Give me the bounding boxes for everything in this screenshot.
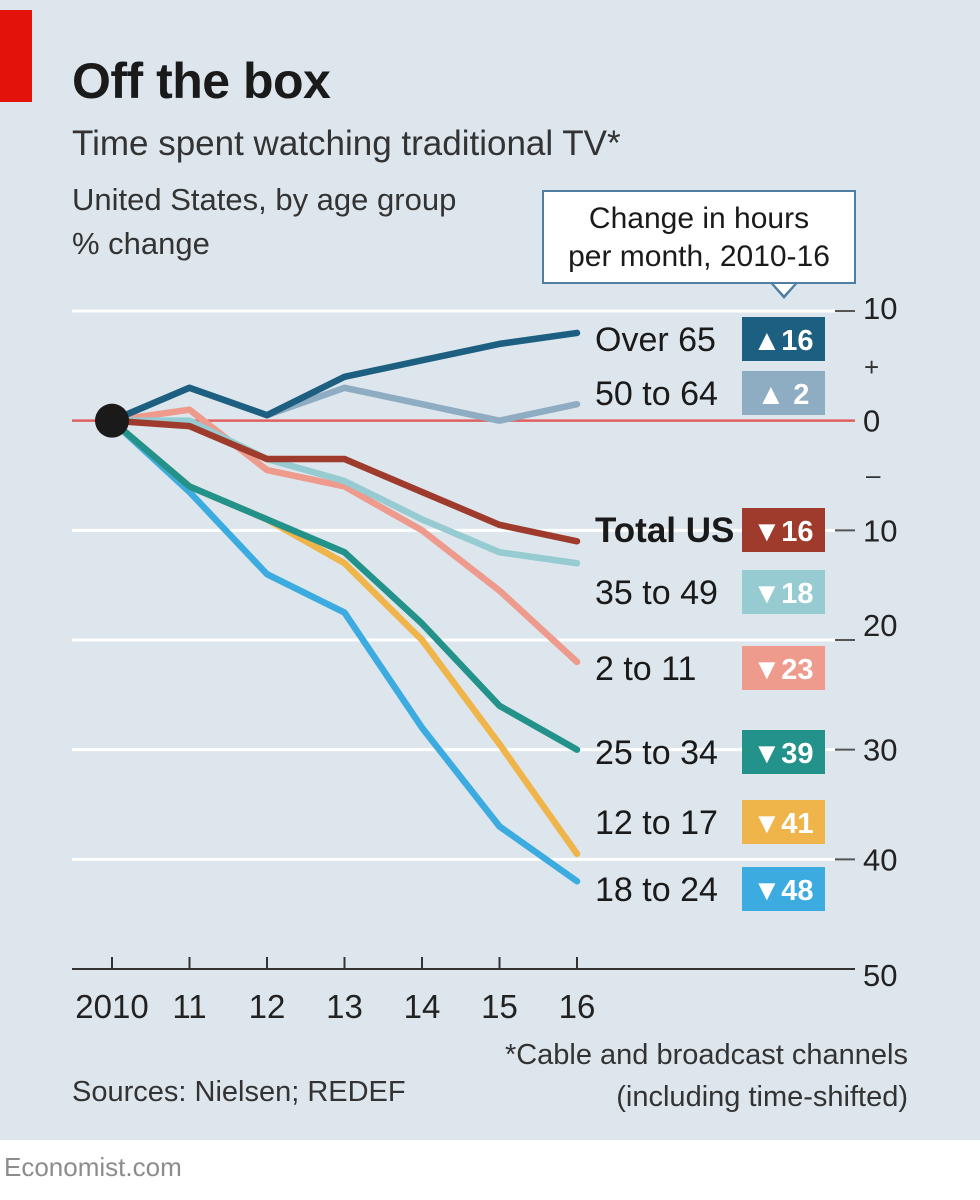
- negative-sign-label: –: [866, 460, 881, 490]
- y-tick-label: 50: [863, 958, 897, 993]
- series-label: 2 to 11: [595, 650, 696, 688]
- change-badge: [742, 371, 825, 415]
- x-tick-label: 14: [404, 988, 441, 1025]
- callout-line-2: per month, 2010-16: [568, 240, 830, 273]
- source-note: Sources: Nielsen; REDEF: [72, 1076, 406, 1108]
- series-line: [108, 417, 581, 753]
- change-badge: [742, 800, 825, 844]
- chart-subtitle: Time spent watching traditional TV*: [72, 124, 621, 163]
- red-accent-bar: [0, 10, 32, 102]
- x-tick-label: 16: [559, 988, 596, 1025]
- series-label: 12 to 17: [595, 804, 718, 842]
- series-label: 18 to 24: [595, 871, 718, 909]
- change-badge-value: ▼48: [753, 875, 814, 907]
- series-line: [108, 417, 581, 545]
- chart-description: United States, by age group % change: [72, 178, 456, 266]
- change-badge: [742, 317, 825, 361]
- change-badge-value: ▲ 2: [757, 379, 810, 411]
- change-badge: [742, 646, 825, 690]
- series-line: [108, 329, 581, 424]
- positive-sign-label: +: [864, 352, 879, 382]
- change-badge: [742, 508, 825, 552]
- line-chart: 10 0 10 20 30 40 50 + – 2010 11 12 13 14 15 16 18 to 24 ▼…: [72, 291, 897, 1025]
- series-line: [108, 406, 581, 666]
- change-badge-value: ▼39: [753, 738, 814, 770]
- x-tick-label: 11: [172, 988, 206, 1025]
- callout-line-1: Change in hours: [588, 202, 810, 235]
- change-badge-value: ▼18: [753, 578, 814, 610]
- series-line: [108, 417, 581, 885]
- change-badge-value: ▲16: [753, 325, 814, 357]
- callout-pointer-fill: [772, 282, 796, 295]
- y-tick-label: 40: [863, 842, 897, 877]
- change-badge-value: ▼16: [753, 516, 814, 548]
- description-line-unit: % change: [72, 226, 210, 261]
- change-badge: [742, 570, 825, 614]
- x-tick-label: 15: [481, 988, 518, 1025]
- footnote-line-2: (including time-shifted): [616, 1081, 908, 1113]
- y-tick-label: 10: [863, 291, 897, 326]
- series-label: 35 to 49: [595, 574, 718, 612]
- x-tick-label: 13: [326, 988, 363, 1025]
- chart-title: Off the box: [72, 53, 331, 109]
- change-badge-value: ▼41: [753, 808, 814, 840]
- series-line: [108, 417, 581, 567]
- y-tick-label: 30: [863, 733, 897, 768]
- series-label: Total US: [595, 511, 734, 550]
- series-label: 25 to 34: [595, 734, 718, 772]
- x-tick-label: 12: [249, 988, 286, 1025]
- y-tick-label: 20: [863, 608, 897, 643]
- series-label: 50 to 64: [595, 375, 718, 413]
- x-tick-label: 2010: [75, 988, 148, 1025]
- footnote: *Cable and broadcast channels (including…: [505, 1034, 908, 1118]
- y-tick-label: 0: [863, 404, 880, 439]
- change-badge: [742, 867, 825, 911]
- change-callout: Change in hours per month, 2010-16: [542, 190, 856, 284]
- start-point-marker: [95, 403, 129, 438]
- change-badge: [742, 730, 825, 774]
- y-tick-label: 10: [863, 513, 897, 548]
- series-label: Over 65: [595, 321, 716, 359]
- footnote-line-1: *Cable and broadcast channels: [504, 1039, 908, 1071]
- change-badge-value: ▼23: [753, 654, 814, 686]
- brand-text: Economist.com: [4, 1152, 182, 1182]
- description-line-geography: United States, by age group: [72, 182, 457, 217]
